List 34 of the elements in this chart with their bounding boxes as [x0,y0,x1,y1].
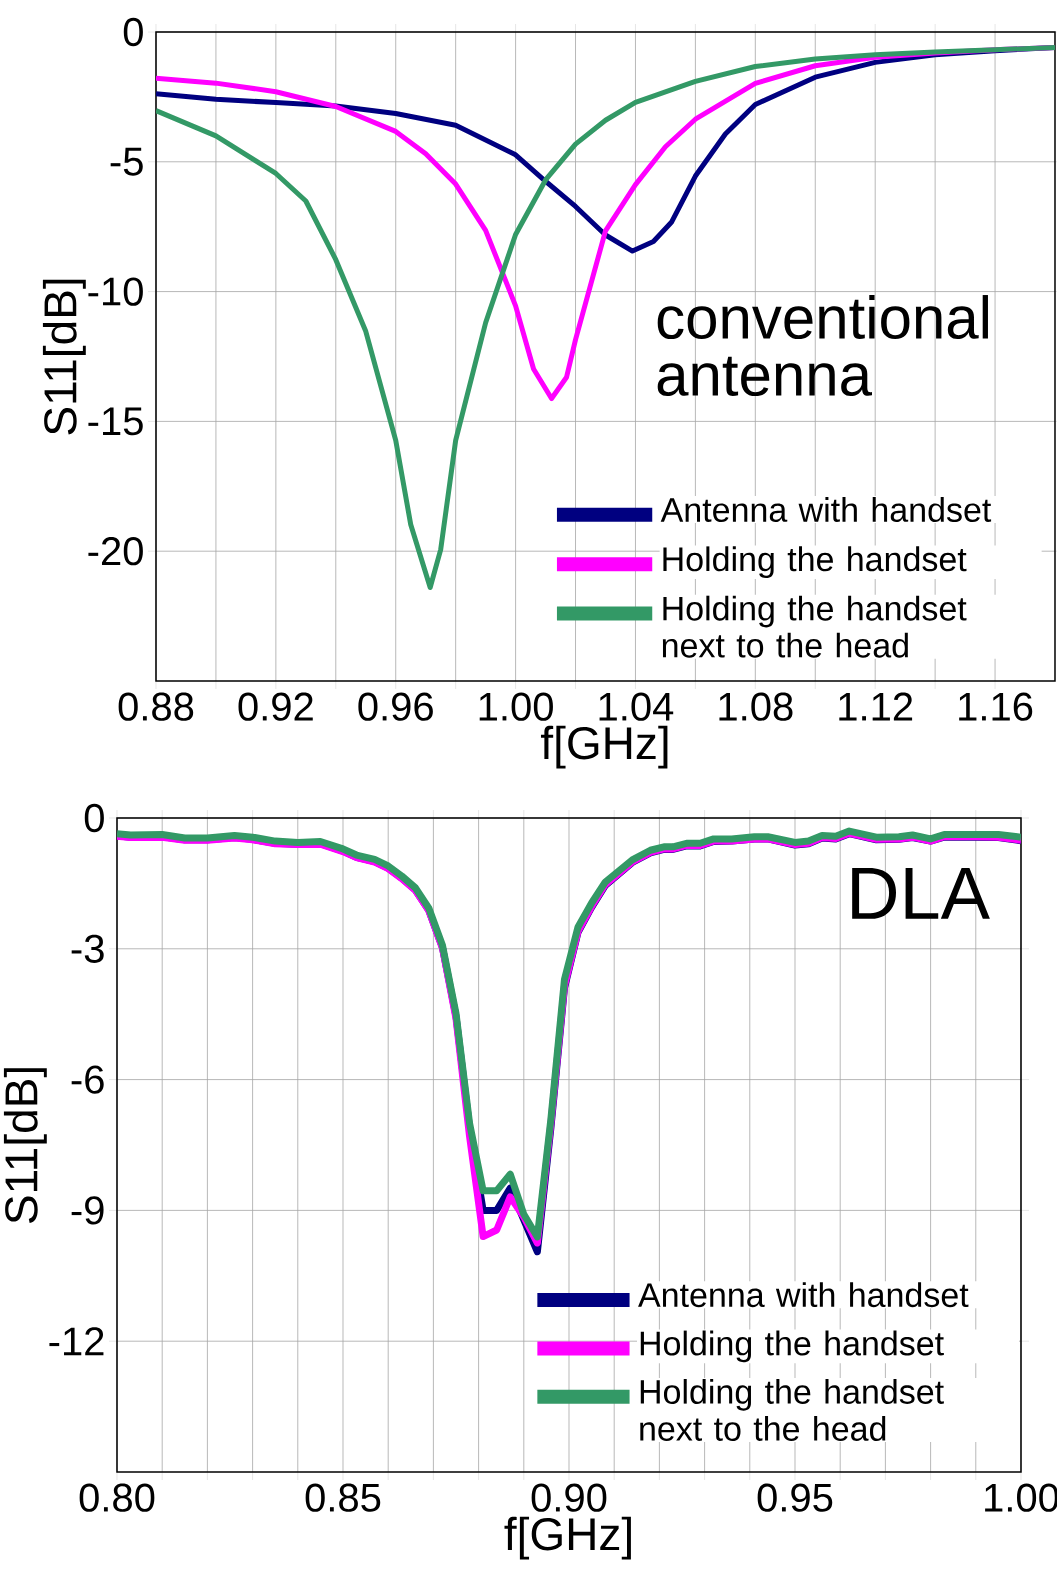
x-axis-title: f[GHz] [504,1516,631,1560]
x-tick-label: 0.88 [118,692,194,721]
x-tick-label: 1.04 [599,692,674,721]
annotation: DLA [852,867,990,919]
legend-label: Holding the handset next to the head [640,1378,944,1441]
y-tick-label: -15 [88,407,143,436]
x-tick-label: 1.12 [839,692,913,721]
y-tick-label: -6 [71,1065,104,1094]
x-tick-label: 0.85 [305,1483,381,1512]
y-tick-label: -9 [71,1196,104,1225]
x-tick-label: 0.95 [757,1483,833,1512]
x-tick-label: 1.08 [719,692,793,721]
y-tick-label: -5 [110,147,143,176]
y-tick-label: -3 [71,934,104,963]
y-tick-label: 0 [123,17,143,47]
y-tick-label: -20 [88,537,143,566]
y-axis-title: S11[dB] [42,279,86,435]
legend-label: Antenna with handset [660,497,992,523]
legend-label: Holding the handset next to the head [662,595,967,658]
legend-label: Holding the handset [640,1330,944,1363]
legend-label: Antenna with handset [638,1282,969,1308]
annotation: conventional antenna [657,295,988,397]
x-tick-label: 1.00 [479,692,553,721]
y-tick-label: 0 [84,803,104,833]
y-tick-label: -12 [49,1327,104,1356]
legend-label: Holding the handset [663,546,967,579]
y-axis-title: S11[dB] [3,1068,47,1224]
x-tick-label: 1.16 [959,692,1033,721]
x-tick-label: 0.80 [79,1483,155,1512]
x-tick-label: 0.92 [238,692,313,721]
x-tick-label: 0.90 [531,1483,607,1512]
y-tick-label: -10 [88,277,143,306]
x-tick-label: 0.96 [358,692,433,721]
x-axis-title: f[GHz] [540,725,668,769]
